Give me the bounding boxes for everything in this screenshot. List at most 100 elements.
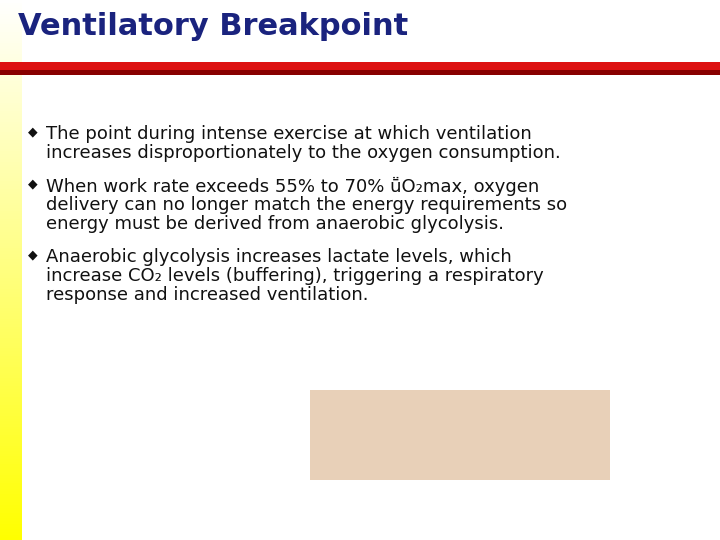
Bar [0,392,22,394]
Bar [0,418,22,421]
Bar [0,92,22,94]
Bar [0,5,22,8]
Bar [0,176,22,178]
Bar [0,437,22,440]
Text: ◆: ◆ [28,125,37,138]
Bar [0,489,22,491]
Bar [0,256,22,259]
Text: increase CO₂ levels (buffering), triggering a respiratory: increase CO₂ levels (buffering), trigger… [46,267,544,285]
Text: delivery can no longer match the energy requirements so: delivery can no longer match the energy … [46,196,567,214]
Bar [0,251,22,254]
Bar [0,432,22,435]
Bar [0,54,22,57]
Bar [0,475,22,478]
Bar [0,100,22,103]
Bar [0,238,22,240]
Bar [0,478,22,481]
Bar [0,38,22,40]
Bar [0,386,22,389]
Bar [0,8,22,11]
Text: ◆: ◆ [28,248,37,261]
Bar [0,284,22,286]
Bar [0,462,22,464]
Bar [0,43,22,46]
Bar [0,232,22,235]
Bar [0,494,22,497]
Bar [0,202,22,205]
Bar [0,208,22,211]
Bar [0,321,22,324]
Bar [0,46,22,49]
Bar [0,89,22,92]
Bar [0,108,22,111]
Bar [0,313,22,316]
Bar [0,516,22,518]
Bar [0,383,22,386]
Bar [0,310,22,313]
Text: Anaerobic glycolysis increases lactate levels, which: Anaerobic glycolysis increases lactate l… [46,248,512,266]
Bar [0,130,22,132]
Bar [0,105,22,108]
Bar [0,167,22,170]
Bar [0,440,22,443]
Bar [0,448,22,451]
Bar [0,16,22,19]
Bar [0,435,22,437]
Bar [0,302,22,305]
Bar [0,381,22,383]
Bar [0,219,22,221]
Text: energy must be derived from anaerobic glycolysis.: energy must be derived from anaerobic gl… [46,215,504,233]
Bar [0,78,22,81]
Bar [0,162,22,165]
Bar [0,146,22,148]
Bar [0,62,720,72]
Bar [0,154,22,157]
Bar [0,19,22,22]
Bar [0,181,22,184]
Bar [0,165,22,167]
Bar [0,316,22,319]
Bar [0,486,22,489]
Bar [0,24,22,27]
Bar [0,348,22,351]
Bar [0,470,22,472]
Bar [0,94,22,97]
Bar [0,289,22,292]
Bar [0,467,22,470]
Bar [0,138,22,140]
Bar [0,356,22,359]
Bar [0,76,22,78]
Bar [0,324,22,327]
Bar [0,508,22,510]
Bar [0,230,22,232]
Bar [0,400,22,402]
Bar [0,14,22,16]
Bar [0,521,22,524]
Bar [0,362,22,364]
Bar [0,184,22,186]
Bar [0,278,22,281]
Bar [0,246,22,248]
Bar [0,340,22,343]
Bar [0,97,22,100]
Bar [0,205,22,208]
Bar [0,68,22,70]
Bar [0,305,22,308]
Bar [0,275,22,278]
Bar [0,213,22,216]
Bar [0,416,22,418]
Bar [0,192,22,194]
Bar [0,51,22,54]
Bar [0,0,22,3]
Bar [0,235,22,238]
Bar [0,59,22,62]
Bar [0,413,22,416]
Bar [0,451,22,454]
Bar [0,510,22,513]
Bar [0,200,22,202]
Bar [0,281,22,284]
Bar [0,529,22,532]
Bar [0,62,22,65]
Bar [0,159,22,162]
Bar [0,40,22,43]
